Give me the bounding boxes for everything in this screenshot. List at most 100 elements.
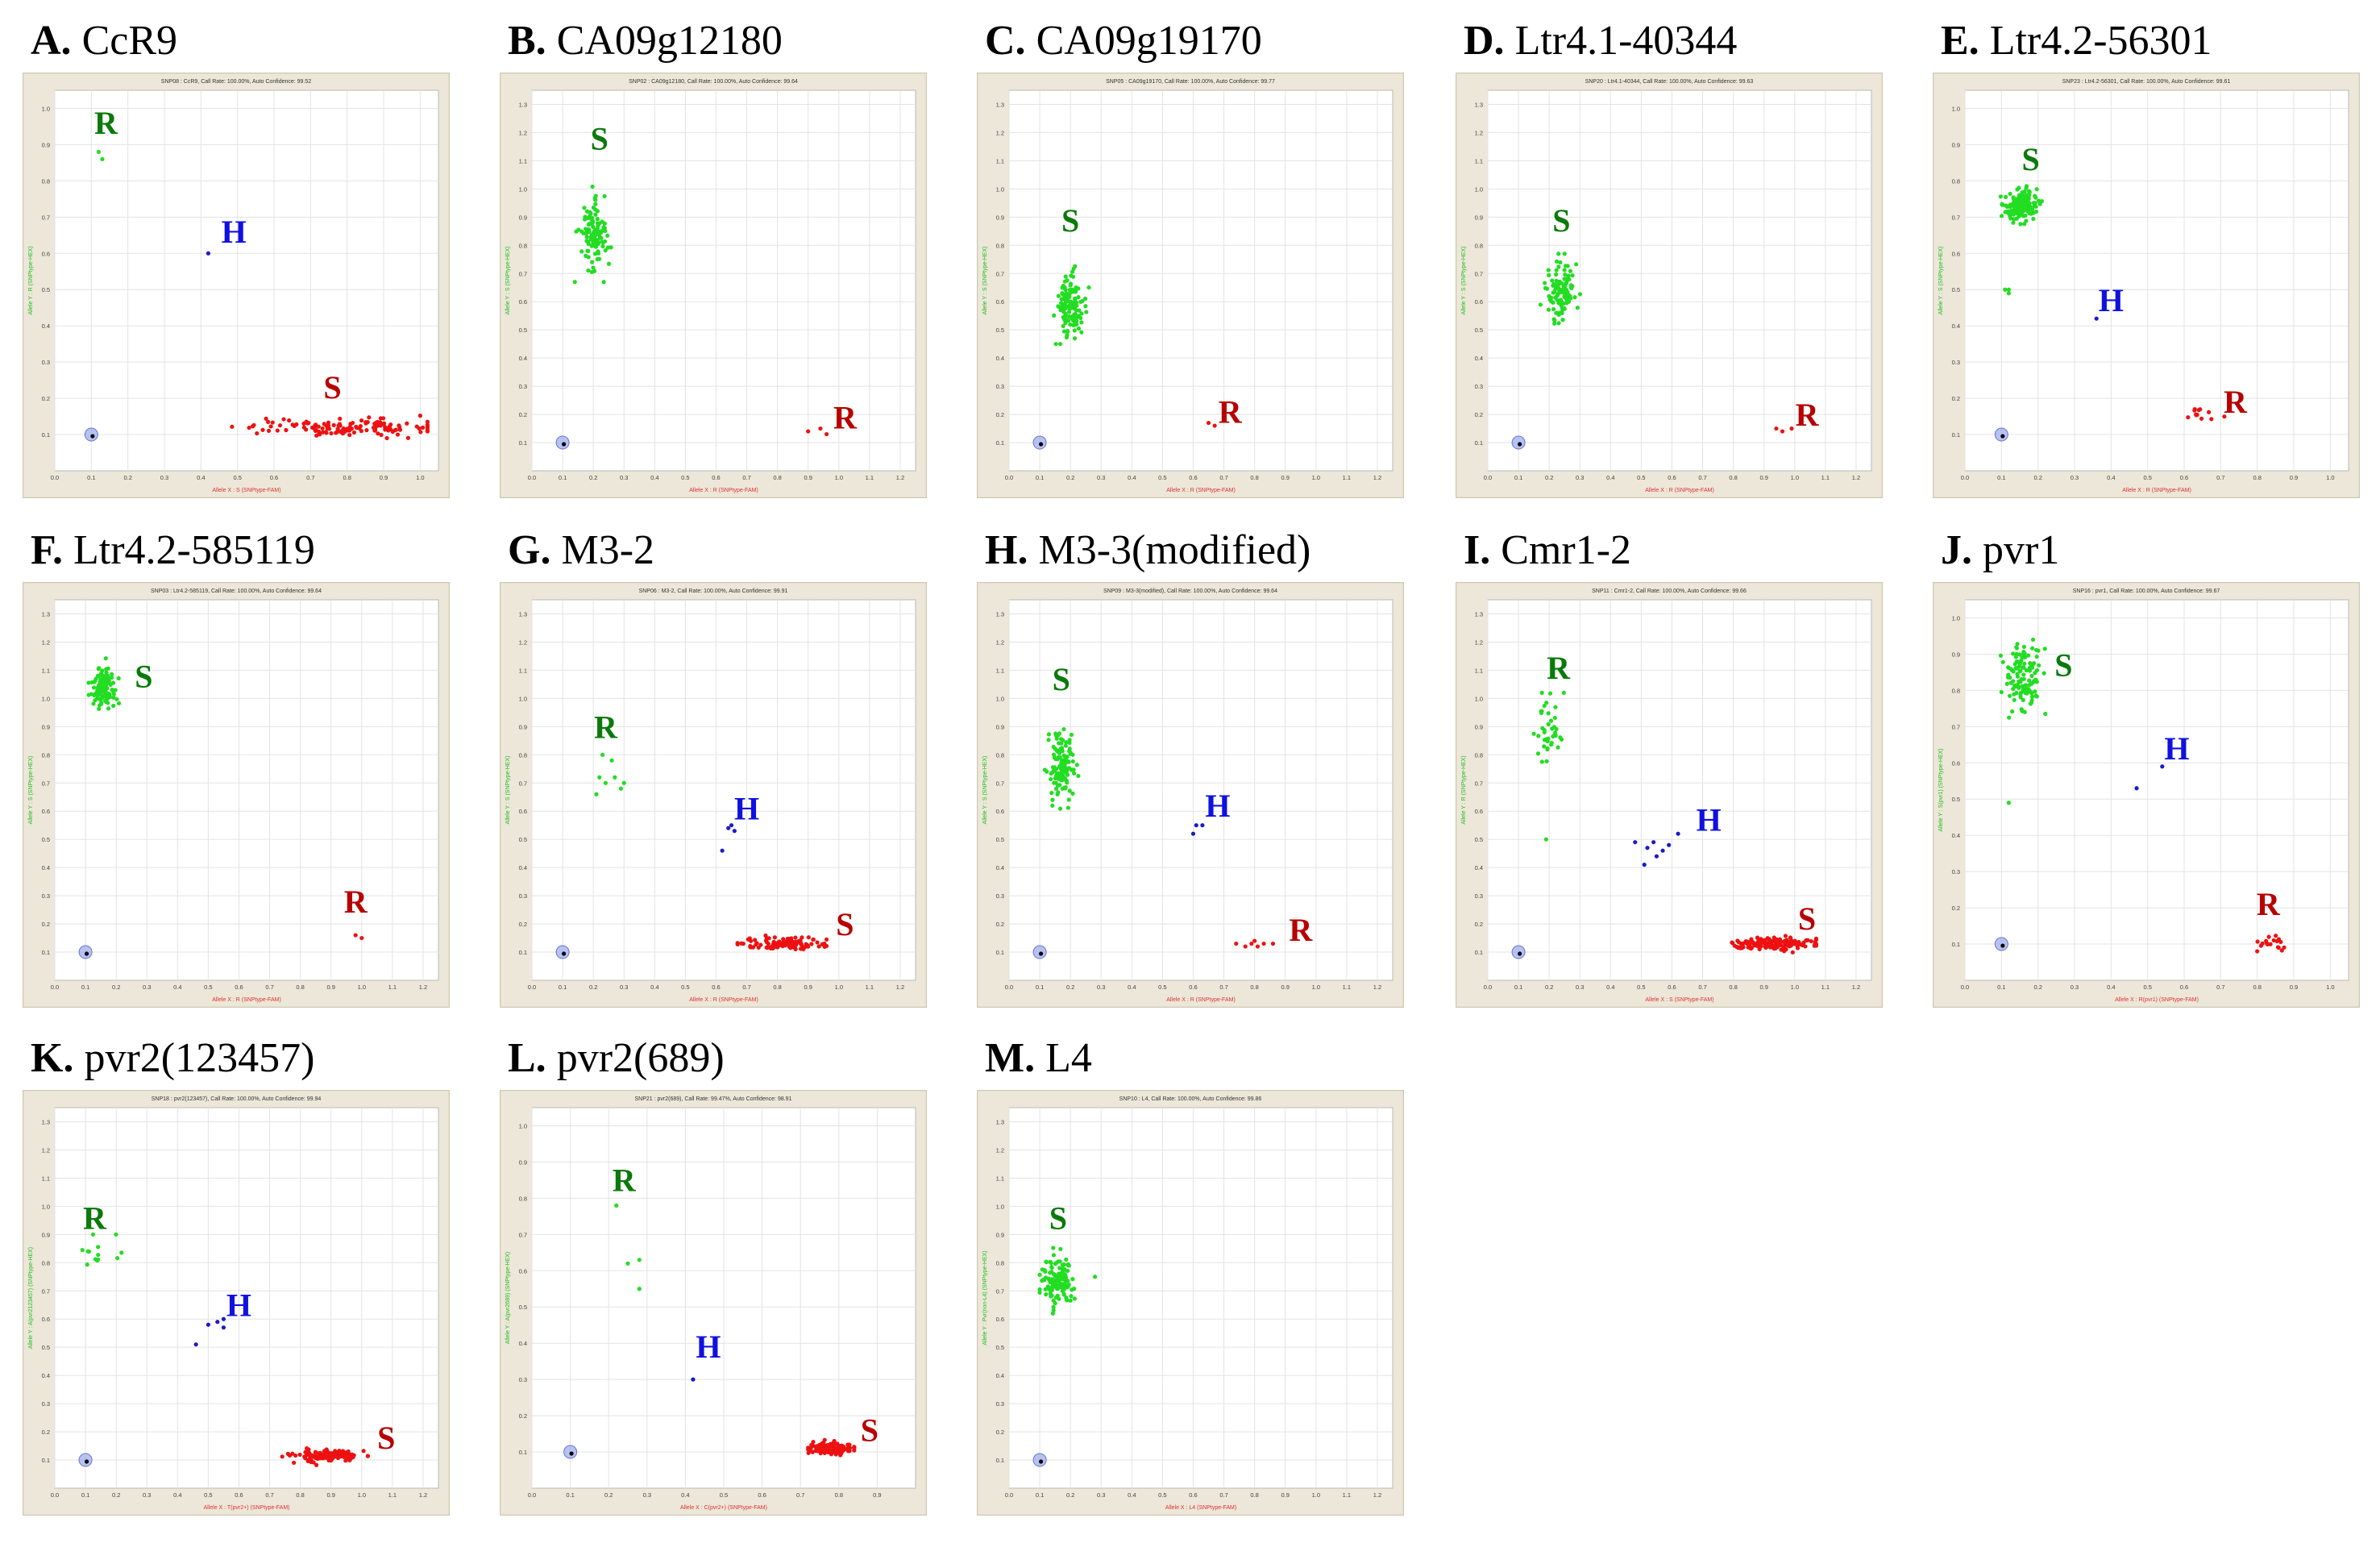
red-data-point: [1249, 941, 1254, 946]
green-data-point: [2042, 647, 2047, 651]
red-data-point: [277, 423, 283, 428]
x-tick-label: 0.6: [2180, 474, 2188, 481]
red-data-point: [375, 419, 380, 425]
green-data-point: [1056, 293, 1061, 298]
green-data-point: [2021, 665, 2025, 670]
panel-title: L. pvr2(689): [508, 1034, 725, 1083]
x-tick-label: 1.0: [358, 1491, 366, 1499]
x-tick-label: 0.1: [1036, 1491, 1044, 1499]
x-tick-label: 1.2: [1373, 1491, 1381, 1499]
red-data-point: [1206, 420, 1211, 426]
x-tick-label: 0.9: [327, 984, 335, 991]
plot-area: [531, 599, 916, 981]
red-data-point: [417, 426, 422, 431]
y-tick-label: 0.3: [1952, 359, 1960, 366]
x-tick-label: 1.0: [1791, 984, 1799, 991]
x-tick-label: 0.1: [566, 1491, 574, 1499]
green-data-point: [2030, 207, 2035, 212]
green-data-point: [594, 792, 599, 796]
green-data-point: [1061, 1287, 1066, 1292]
green-data-point: [2029, 694, 2035, 700]
x-tick-label: 0.7: [265, 984, 273, 991]
green-data-point: [96, 1252, 101, 1258]
red-data-point: [770, 946, 775, 951]
y-tick-label: 0.3: [519, 1376, 527, 1383]
x-axis-label: Allele X : R (SNPtype-FAM): [1166, 997, 1236, 1003]
scatter-plot: SNP21 : pvr2(689), Call Rate: 99.47%, Au…: [500, 1090, 951, 1543]
red-data-point: [425, 429, 430, 434]
green-data-point: [2004, 194, 2008, 199]
green-data-point: [1547, 272, 1551, 277]
green-data-point: [1051, 752, 1057, 757]
green-data-point: [1552, 715, 1557, 721]
x-tick-label: 0.9: [804, 984, 812, 991]
x-tick-label: 0.3: [1576, 984, 1584, 991]
y-tick-label: 0.1: [519, 1449, 527, 1456]
green-data-point: [2029, 691, 2034, 696]
x-tick-label: 0.7: [2216, 474, 2224, 481]
green-data-point: [1556, 321, 1561, 326]
red-data-point: [1780, 429, 1785, 434]
red-data-point: [816, 944, 821, 949]
y-tick-label: 0.6: [42, 808, 50, 815]
x-tick-label: 1.0: [835, 474, 843, 481]
green-data-point: [1053, 786, 1059, 792]
y-tick-label: 0.1: [519, 949, 527, 956]
panel-title: A. CcR9: [31, 16, 177, 66]
green-data-point: [96, 1245, 101, 1250]
green-data-point: [1566, 299, 1572, 304]
green-data-point: [1058, 737, 1064, 742]
green-data-point: [2023, 655, 2028, 659]
green-data-point: [2037, 663, 2041, 668]
y-tick-label: 0.4: [996, 355, 1004, 362]
red-data-point: [788, 940, 794, 945]
green-data-point: [1063, 311, 1068, 316]
chart-title: SNP09 : M3-3(modified), Call Rate: 100.0…: [1103, 589, 1277, 594]
green-data-point: [2014, 645, 2019, 650]
x-tick-label: 1.0: [1312, 474, 1320, 481]
y-tick-label: 0.6: [1475, 808, 1483, 815]
green-data-point: [1047, 1278, 1052, 1283]
x-tick-label: 0.4: [650, 984, 658, 991]
scatter-chart-svg: SNP21 : pvr2(689), Call Rate: 99.47%, Au…: [500, 1090, 927, 1516]
x-tick-label: 0.7: [1698, 984, 1706, 991]
green-data-point: [111, 703, 116, 709]
green-data-point: [2014, 216, 2019, 221]
green-data-point: [1061, 323, 1065, 329]
green-data-point: [1080, 299, 1085, 304]
green-data-point: [595, 217, 600, 222]
red-data-point: [2275, 945, 2281, 950]
red-data-point: [1813, 939, 1817, 944]
y-axis-label: Allele Y : Pvr(non-L4) (SNPtype-HEX): [982, 1250, 988, 1345]
y-tick-label: 1.3: [42, 1118, 50, 1125]
panel-letter: L.: [508, 1035, 546, 1081]
red-data-point: [255, 430, 260, 436]
green-data-point: [1042, 767, 1047, 772]
panel-letter: D.: [1464, 18, 1505, 64]
x-tick-label: 0.5: [1158, 474, 1166, 481]
green-data-point: [1079, 330, 1084, 335]
red-data-point: [297, 1452, 302, 1458]
y-tick-label: 0.1: [42, 431, 50, 439]
red-data-point: [340, 431, 346, 436]
green-data-point: [100, 156, 105, 162]
x-tick-label: 0.6: [235, 984, 243, 991]
red-data-point: [2271, 938, 2276, 943]
green-data-point: [1070, 274, 1076, 279]
green-data-point: [1058, 301, 1064, 306]
red-data-point: [818, 1447, 824, 1452]
x-tick-label: 0.3: [1097, 1491, 1105, 1499]
x-tick-label: 1.0: [2326, 474, 2334, 481]
red-data-point: [384, 435, 389, 441]
red-data-point: [1772, 939, 1777, 944]
green-data-point: [96, 149, 101, 155]
green-data-point: [2011, 669, 2016, 674]
green-data-point: [1539, 759, 1544, 764]
green-data-point: [1079, 320, 1084, 325]
green-data-point: [1539, 710, 1544, 715]
blue-data-point: [206, 1322, 210, 1327]
y-axis-label: Allele Y : S (SNPtype-HEX): [1461, 247, 1467, 315]
x-tick-label: 0.6: [235, 1491, 243, 1499]
x-tick-label: 0.3: [1576, 474, 1584, 481]
green-data-point: [2006, 291, 2011, 296]
